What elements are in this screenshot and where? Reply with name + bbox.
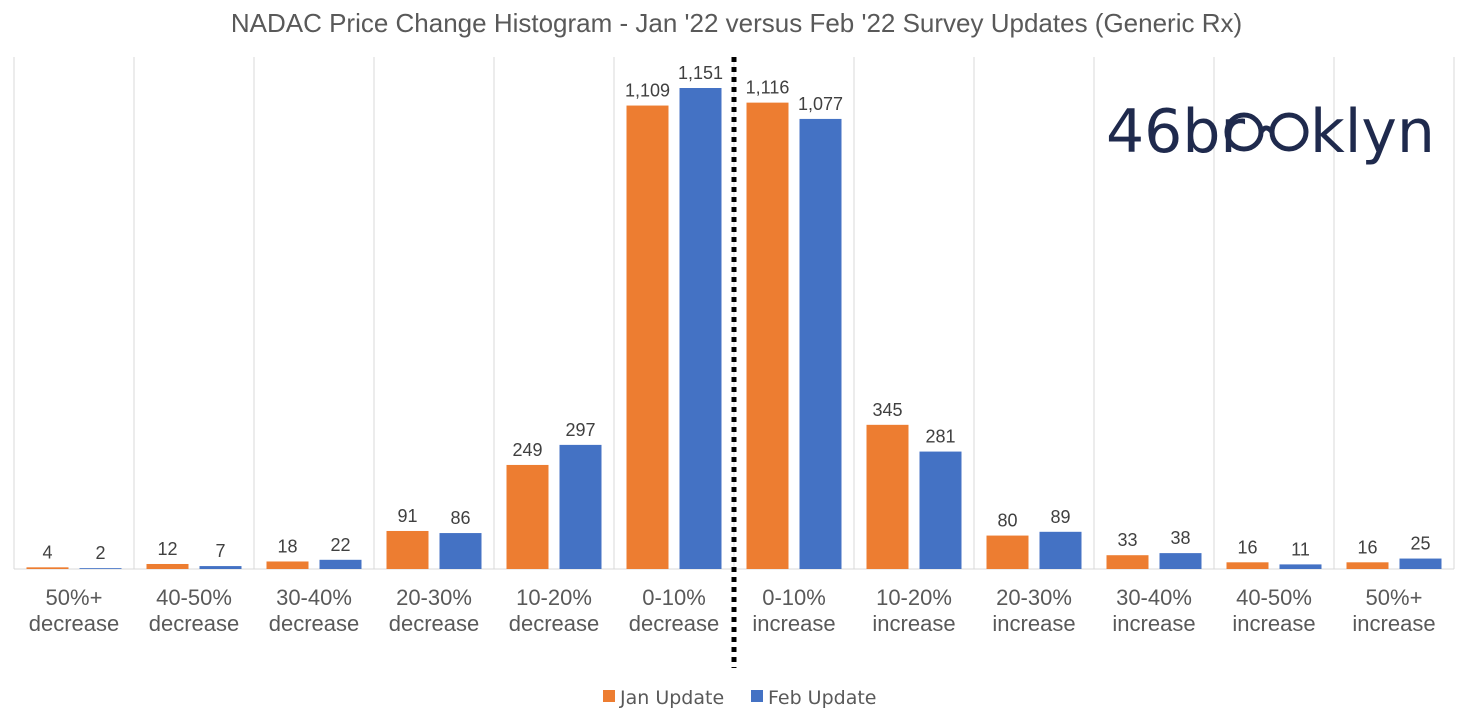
data-label: 281 bbox=[925, 427, 955, 447]
logo-text-part1: 46br bbox=[1106, 97, 1245, 167]
bar-feb bbox=[439, 533, 482, 569]
x-tick-label: 10-20% decrease bbox=[509, 585, 600, 636]
bar-jan bbox=[626, 105, 669, 569]
data-label: 86 bbox=[450, 508, 470, 528]
bar-jan bbox=[26, 567, 69, 569]
data-label: 297 bbox=[565, 420, 595, 440]
data-label: 16 bbox=[1357, 537, 1377, 557]
legend-label: Feb Update bbox=[768, 687, 877, 709]
bar-feb bbox=[199, 566, 242, 569]
data-label: 4 bbox=[42, 542, 52, 562]
data-label: 89 bbox=[1050, 507, 1070, 527]
data-label: 80 bbox=[997, 511, 1017, 531]
data-label: 1,116 bbox=[746, 78, 790, 98]
x-tick-label: 30-40% increase bbox=[1112, 585, 1195, 636]
x-tick-label: 20-30% increase bbox=[992, 585, 1075, 636]
x-tick-label: 30-40% decrease bbox=[269, 585, 360, 636]
legend-swatch bbox=[603, 690, 615, 702]
bar-jan bbox=[146, 563, 189, 569]
data-label: 1,151 bbox=[678, 63, 723, 83]
bar-jan bbox=[506, 464, 549, 569]
bar-jan bbox=[1106, 555, 1149, 569]
data-label: 18 bbox=[277, 536, 297, 556]
bar-jan bbox=[386, 530, 429, 569]
x-tick-label: 0-10% decrease bbox=[629, 585, 720, 636]
bar-jan bbox=[1226, 562, 1269, 569]
logo-text-part2: klyn bbox=[1310, 97, 1435, 167]
data-label: 7 bbox=[215, 541, 225, 561]
data-label: 12 bbox=[157, 539, 177, 559]
x-tick-label: 50%+ increase bbox=[1352, 585, 1435, 636]
data-label: 16 bbox=[1237, 537, 1257, 557]
data-label: 249 bbox=[512, 440, 542, 460]
bar-feb bbox=[1039, 531, 1082, 569]
data-label: 1,109 bbox=[625, 81, 670, 101]
data-label: 2 bbox=[95, 543, 105, 563]
data-label: 22 bbox=[330, 535, 350, 555]
bar-jan bbox=[986, 535, 1029, 569]
bar-jan bbox=[266, 561, 309, 569]
legend-swatch bbox=[751, 690, 763, 702]
bar-feb bbox=[919, 451, 962, 569]
data-label: 91 bbox=[397, 506, 417, 526]
x-tick-label: 10-20% increase bbox=[872, 585, 955, 636]
x-tick-label: 50%+ decrease bbox=[29, 585, 120, 636]
x-tick-label: 40-50% decrease bbox=[149, 585, 240, 636]
bar-jan bbox=[866, 424, 909, 569]
bar-feb bbox=[79, 568, 122, 569]
bar-jan bbox=[746, 102, 789, 570]
x-tick-label: 40-50% increase bbox=[1232, 585, 1315, 636]
glasses-icon bbox=[1224, 112, 1309, 152]
data-labels: 4 12 18 91 249 1,109 1,116 345 80 33 16 16 2 7 22 86 297… bbox=[42, 63, 1430, 563]
data-label: 345 bbox=[872, 400, 902, 420]
bar-feb bbox=[1159, 553, 1202, 569]
data-label: 11 bbox=[1291, 539, 1310, 559]
bar-feb bbox=[679, 88, 722, 569]
x-tick-label: 20-30% decrease bbox=[389, 585, 480, 636]
x-axis: 50%+ decrease 40-50% decrease 30-40% decrease… bbox=[29, 585, 1436, 636]
bar-feb bbox=[1279, 564, 1322, 569]
bar-feb bbox=[1399, 558, 1442, 569]
bar-feb bbox=[559, 444, 602, 569]
bars bbox=[26, 88, 1442, 570]
data-label: 25 bbox=[1410, 534, 1430, 554]
chart-title: NADAC Price Change Histogram - Jan '22 v… bbox=[230, 8, 1243, 38]
legend[interactable]: Jan Update Feb Update bbox=[603, 687, 877, 709]
logo: 46br klyn bbox=[1106, 97, 1435, 167]
data-label: 38 bbox=[1170, 528, 1190, 548]
x-tick-label: 0-10% increase bbox=[752, 585, 835, 636]
data-label: 1,077 bbox=[798, 94, 843, 114]
bar-feb bbox=[799, 118, 842, 570]
data-label: 33 bbox=[1117, 530, 1137, 550]
legend-label: Jan Update bbox=[619, 687, 724, 709]
bar-jan bbox=[1346, 562, 1389, 569]
bar-feb bbox=[319, 559, 362, 569]
